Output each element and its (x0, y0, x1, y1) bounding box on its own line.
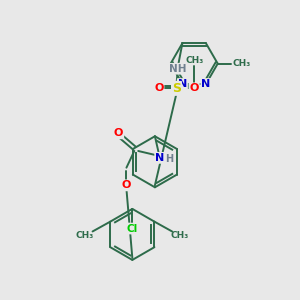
Text: O: O (190, 83, 199, 93)
Text: Cl: Cl (127, 224, 138, 233)
Text: S: S (172, 82, 181, 95)
Text: O: O (114, 128, 123, 138)
Text: CH₃: CH₃ (76, 231, 94, 240)
Text: NH: NH (169, 64, 186, 74)
Text: O: O (122, 180, 131, 190)
Text: H: H (166, 154, 174, 164)
Text: N: N (178, 79, 187, 89)
Text: CH₃: CH₃ (232, 59, 250, 68)
Text: N: N (155, 153, 164, 163)
Text: N: N (201, 79, 211, 89)
Text: CH₃: CH₃ (171, 231, 189, 240)
Text: O: O (154, 83, 164, 93)
Text: CH₃: CH₃ (185, 56, 203, 65)
